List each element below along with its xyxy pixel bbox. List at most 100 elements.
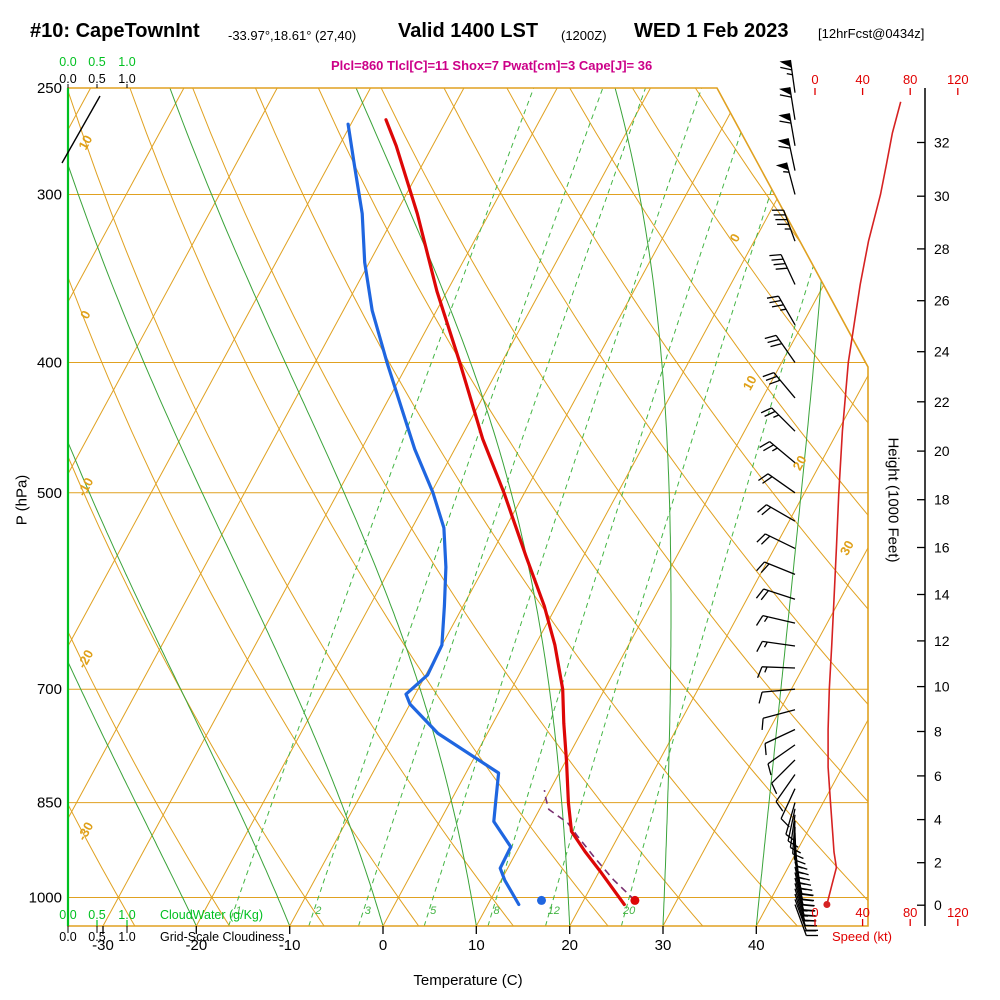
speed-tick-top: 0	[811, 72, 818, 87]
valid-zulu: (1200Z)	[561, 28, 607, 43]
surface-temp-dot	[630, 895, 640, 905]
mixing-ratio-label: 3	[365, 905, 372, 917]
mixing-ratio-line	[228, 88, 535, 926]
height-tick-label: 32	[934, 135, 950, 151]
isotherm-label-right: 20	[789, 453, 809, 473]
temp-tick-label: 40	[748, 937, 765, 954]
speed-tick-bottom: 120	[947, 905, 969, 920]
temperature-curve	[384, 118, 626, 907]
dry-adiabat	[192, 88, 704, 926]
surface-wind-speed-dot	[823, 901, 831, 908]
temperature-axis-title: Temperature (C)	[413, 972, 523, 989]
isotherm-label-right: 10	[740, 373, 760, 393]
moist-adiabat	[755, 88, 836, 926]
temp-tick-label: 20	[561, 937, 578, 954]
speed-axis-label: Speed (kt)	[832, 929, 892, 944]
cloudiness-scale-top: 0.5	[88, 72, 105, 86]
dry-adiabat	[68, 88, 514, 926]
speed-tick-bottom: 0	[811, 905, 818, 920]
height-tick-label: 2	[934, 855, 942, 871]
pressure-tick-label: 300	[37, 186, 62, 203]
cloudiness-scale-top: 0.0	[59, 72, 76, 86]
mixing-ratio-label: 1	[236, 905, 242, 917]
mixing-ratio-line	[308, 88, 604, 926]
dry-adiabat	[129, 88, 609, 926]
cloudwater-scale-bottom: 0.0	[59, 908, 76, 922]
dry-adiabat	[632, 88, 868, 926]
cloudwater-scale-bottom: 0.5	[88, 908, 105, 922]
speed-tick-bottom: 80	[903, 905, 917, 920]
height-tick-label: 26	[934, 293, 950, 309]
mixing-ratio-line	[423, 88, 703, 926]
stats-line: Plcl=860 Tlcl[C]=11 Shox=7 Pwat[cm]=3 Ca…	[331, 58, 653, 73]
height-tick-label: 6	[934, 768, 942, 784]
isotherm-label-left: 10	[75, 132, 95, 152]
valid-time: Valid 1400 LST	[398, 20, 539, 42]
height-tick-label: 10	[934, 679, 950, 695]
dry-adiabat	[757, 88, 868, 926]
parcel-path	[543, 789, 636, 901]
valid-date: WED 1 Feb 2023	[634, 20, 789, 42]
moist-adiabat	[169, 88, 477, 926]
temp-tick-label: 10	[468, 937, 485, 954]
pressure-tick-label: 250	[37, 80, 62, 97]
dry-adiabat	[443, 88, 868, 926]
height-tick-label: 16	[934, 539, 950, 555]
dry-adiabat	[820, 88, 868, 926]
speed-tick-bottom: 40	[855, 905, 869, 920]
dry-adiabat	[506, 88, 868, 926]
station-coords: -33.97°,18.61° (27,40)	[228, 28, 357, 43]
plot-frame	[67, 87, 869, 927]
dry-adiabat	[68, 88, 230, 926]
moist-adiabat	[614, 88, 672, 926]
cloudiness-scale-bottom: 0.5	[88, 930, 105, 944]
pressure-tick-label: 400	[37, 354, 62, 371]
station-title: #10: CapeTownInt	[30, 20, 200, 42]
speed-tick-top: 80	[903, 72, 917, 87]
temp-tick-label: -20	[185, 937, 207, 954]
mixing-ratio-label: 20	[622, 905, 636, 917]
pressure-tick-label: 850	[37, 795, 62, 812]
dry-adiabat	[0, 88, 40, 926]
height-tick-label: 20	[934, 443, 950, 459]
isotherm-label-left: 0	[77, 308, 94, 322]
height-tick-label: 14	[934, 587, 950, 603]
dewpoint-curve	[346, 122, 521, 907]
height-tick-label: 4	[934, 812, 942, 828]
wind-barbs	[755, 59, 818, 937]
cloudiness-scale-bottom: 0.0	[59, 930, 76, 944]
height-tick-label: 18	[934, 492, 950, 508]
mixing-ratio-line	[620, 88, 868, 926]
height-tick-label: 22	[934, 394, 950, 410]
profiles	[346, 118, 636, 907]
temp-tick-label: -30	[92, 937, 114, 954]
mixing-ratio-line	[358, 88, 646, 926]
dry-adiabat	[569, 88, 868, 926]
cloudiness-scale-bottom: 1.0	[118, 930, 135, 944]
height-tick-label: 12	[934, 633, 950, 649]
moist-adiabat	[68, 88, 384, 926]
speed-tick-top: 40	[855, 72, 869, 87]
cloudiness-axis-label: Grid-Scale Cloudiness	[160, 930, 284, 944]
mixing-ratio-line	[487, 88, 757, 926]
height-tick-label: 28	[934, 241, 950, 257]
cloudwater-scale-top: 0.5	[88, 55, 105, 69]
mixing-ratio-label: 2	[314, 905, 321, 917]
pressure-tick-label: 1000	[29, 890, 62, 907]
mixing-ratio-label: 8	[493, 905, 500, 917]
dry-adiabat	[255, 88, 798, 926]
dry-adiabat	[947, 88, 1000, 926]
pressure-tick-label: 700	[37, 681, 62, 698]
surface-dewpoint-dot	[537, 895, 546, 905]
corner-line	[61, 95, 101, 164]
temp-tick-label: 30	[655, 937, 672, 954]
moist-adiabat	[355, 88, 571, 926]
wind-speed-curve	[826, 101, 902, 905]
dry-adiabat	[317, 88, 868, 926]
height-tick-label: 0	[934, 897, 942, 913]
mixing-ratio-label: 5	[430, 905, 437, 917]
forecast-tag: [12hrFcst@0434z]	[818, 26, 925, 41]
cloudwater-scale-top: 1.0	[118, 55, 135, 69]
pressure-tick-label: 500	[37, 485, 62, 502]
